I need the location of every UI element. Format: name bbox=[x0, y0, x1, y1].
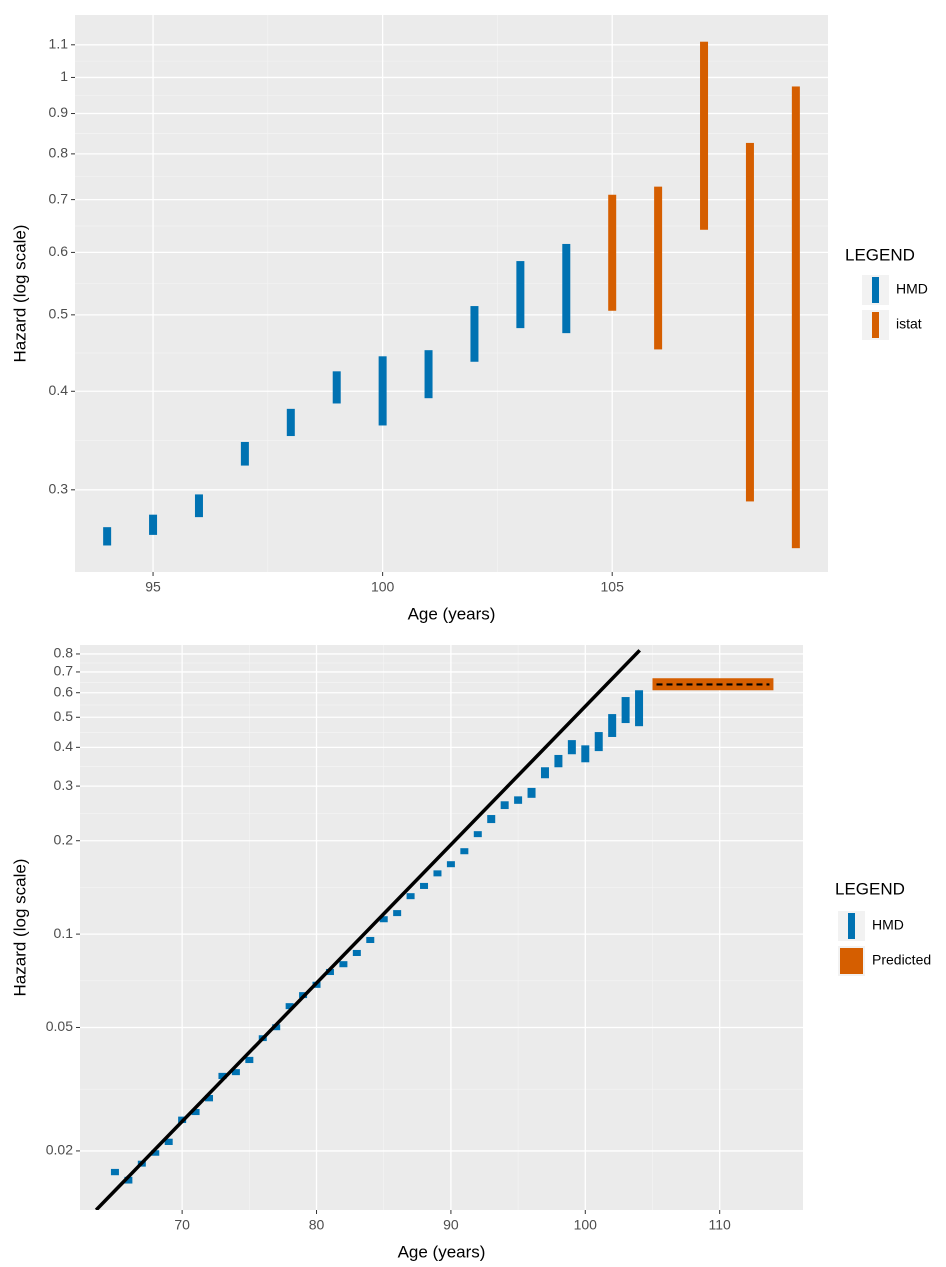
range-bar bbox=[194, 494, 203, 518]
y-tick-label: 0.05 bbox=[46, 1018, 73, 1034]
range-bar bbox=[791, 86, 800, 549]
range-bar bbox=[218, 1072, 227, 1080]
range-bar bbox=[103, 527, 112, 546]
range-bar bbox=[285, 1003, 294, 1010]
prediction-band bbox=[652, 678, 774, 691]
y-tick-label: 0.6 bbox=[54, 683, 74, 699]
x-tick-label: 105 bbox=[601, 579, 625, 595]
legend-title: LEGEND bbox=[845, 245, 915, 264]
range-bar bbox=[245, 1056, 254, 1064]
fit-line bbox=[94, 649, 641, 1210]
legend-label: HMD bbox=[872, 917, 904, 933]
legend-title: LEGEND bbox=[835, 879, 905, 898]
range-bar bbox=[554, 754, 563, 768]
y-tick-label: 0.1 bbox=[54, 925, 74, 941]
range-bar bbox=[124, 1176, 133, 1184]
range-bar bbox=[240, 441, 249, 466]
y-tick-label: 0.3 bbox=[49, 481, 69, 497]
y-tick-label: 0.4 bbox=[49, 382, 69, 398]
legend-label: Predicted bbox=[872, 952, 931, 968]
range-bar bbox=[191, 1109, 200, 1116]
range-bar bbox=[164, 1138, 173, 1145]
range-bar bbox=[700, 41, 709, 230]
range-bar bbox=[621, 697, 630, 724]
y-tick-label: 1.1 bbox=[49, 36, 69, 52]
range-bar bbox=[470, 306, 479, 362]
range-bar bbox=[516, 261, 525, 329]
range-bar bbox=[473, 831, 482, 838]
y-tick-label: 0.8 bbox=[49, 145, 69, 161]
x-tick-label: 110 bbox=[709, 1217, 732, 1233]
x-tick-label: 70 bbox=[174, 1217, 190, 1233]
x-tick-label: 100 bbox=[574, 1217, 598, 1233]
legend-swatch bbox=[872, 277, 879, 303]
range-bar bbox=[527, 787, 536, 798]
range-bar bbox=[231, 1069, 240, 1076]
range-bar bbox=[745, 142, 754, 502]
range-bar bbox=[205, 1094, 214, 1102]
y-axis-title: Hazard (log scale) bbox=[10, 859, 29, 997]
range-bar bbox=[635, 690, 644, 727]
x-tick-label: 95 bbox=[145, 579, 161, 595]
y-tick-label: 1 bbox=[60, 68, 68, 84]
range-bar bbox=[272, 1024, 281, 1031]
range-bar bbox=[460, 848, 469, 855]
y-tick-label: 0.9 bbox=[49, 104, 69, 120]
y-tick-label: 0.6 bbox=[49, 243, 69, 259]
legend-label: HMD bbox=[896, 281, 928, 297]
y-axis-title: Hazard (log scale) bbox=[10, 225, 29, 363]
legend-swatch bbox=[848, 913, 855, 939]
y-tick-label: 0.7 bbox=[49, 190, 69, 206]
range-bar bbox=[393, 910, 402, 917]
y-tick-label: 0.7 bbox=[54, 663, 74, 679]
x-tick-label: 80 bbox=[309, 1217, 325, 1233]
legend-swatch bbox=[872, 312, 879, 338]
legend-swatch bbox=[840, 948, 863, 974]
plot-panel bbox=[75, 15, 828, 572]
x-axis-title: Age (years) bbox=[408, 604, 496, 623]
y-tick-label: 0.4 bbox=[54, 738, 74, 754]
range-bar bbox=[562, 243, 571, 334]
range-bar bbox=[514, 796, 523, 804]
range-bar bbox=[594, 732, 603, 752]
range-bar bbox=[581, 745, 590, 763]
range-bar bbox=[379, 916, 388, 923]
range-bar bbox=[540, 767, 549, 779]
range-bar bbox=[339, 961, 348, 968]
range-bar bbox=[433, 870, 442, 877]
x-tick-label: 90 bbox=[443, 1217, 459, 1233]
range-bar bbox=[420, 882, 429, 889]
range-bar bbox=[424, 350, 433, 399]
range-bar bbox=[487, 815, 496, 824]
x-tick-label: 100 bbox=[371, 579, 395, 595]
range-bar bbox=[378, 356, 387, 426]
range-bar bbox=[608, 194, 617, 311]
x-axis-title: Age (years) bbox=[398, 1242, 486, 1261]
range-bar bbox=[366, 936, 375, 944]
range-bar bbox=[446, 861, 455, 868]
range-bar bbox=[325, 968, 334, 976]
plot-panel bbox=[80, 645, 803, 1210]
y-tick-label: 0.8 bbox=[54, 645, 74, 661]
range-bar bbox=[286, 408, 295, 437]
range-bar bbox=[406, 893, 415, 900]
legend-label: istat bbox=[896, 316, 922, 332]
range-bar bbox=[151, 1150, 160, 1156]
range-bar bbox=[332, 371, 341, 404]
range-bar bbox=[608, 714, 617, 737]
y-tick-label: 0.2 bbox=[54, 831, 74, 847]
y-tick-label: 0.02 bbox=[46, 1142, 73, 1158]
range-bar bbox=[149, 514, 158, 535]
range-bar bbox=[110, 1168, 119, 1176]
y-tick-label: 0.3 bbox=[54, 777, 74, 793]
range-bar bbox=[567, 740, 576, 755]
range-bar bbox=[352, 949, 361, 956]
y-tick-label: 0.5 bbox=[54, 708, 74, 724]
range-bar bbox=[500, 801, 509, 810]
y-tick-label: 0.5 bbox=[49, 306, 69, 322]
range-bar bbox=[654, 186, 663, 350]
